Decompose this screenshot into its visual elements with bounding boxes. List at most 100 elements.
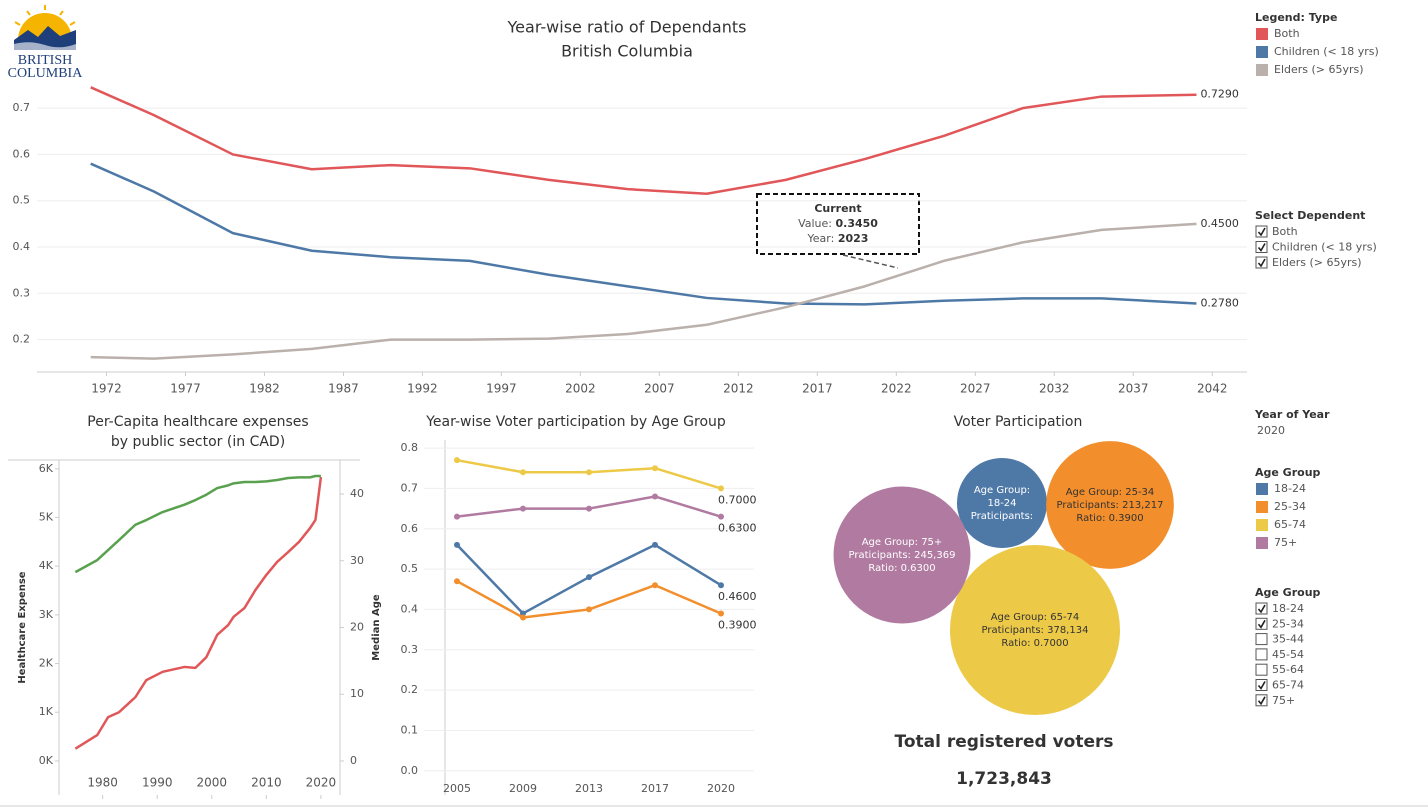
- point: [454, 578, 460, 585]
- checkbox[interactable]: [1255, 602, 1268, 615]
- end-label: 0.7290: [1200, 88, 1239, 101]
- chart-title: Voter Participation: [954, 414, 1083, 430]
- bubble-label: Praticipants: 213,217: [1057, 500, 1164, 511]
- checkbox[interactable]: [1255, 648, 1268, 661]
- y-tick-label: 0.7: [13, 101, 31, 114]
- checkbox[interactable]: [1255, 694, 1268, 707]
- chart-title: Year-wise ratio of Dependants: [507, 18, 747, 37]
- y-tick-label: 0.1: [401, 723, 419, 736]
- bubble-label: Praticipants: 245,369: [849, 550, 956, 561]
- bubble-label: Age Group: 65-74: [991, 612, 1080, 623]
- end-label: 0.4500: [1200, 217, 1239, 230]
- checkbox[interactable]: [1255, 241, 1268, 253]
- legend-swatch: [1256, 46, 1268, 58]
- filter-option: 45-54: [1272, 648, 1304, 661]
- y-tick-label: 2K: [39, 657, 54, 670]
- y2-tick-label: 30: [350, 554, 364, 567]
- point: [520, 505, 526, 512]
- checkbox[interactable]: [1255, 256, 1268, 269]
- y-tick-label: 0.2: [401, 683, 419, 696]
- bubble-label: 18-24: [987, 498, 1016, 509]
- filter-option: 65-74: [1272, 679, 1304, 692]
- x-tick-label: 2010: [251, 776, 282, 790]
- bubble-label: Praticipants: 378,134: [982, 625, 1089, 636]
- y-tick-label: 6K: [39, 462, 54, 475]
- legend-label: 75+: [1274, 536, 1297, 549]
- y-tick-label: 4K: [39, 559, 54, 572]
- y-axis-label: Healthcare Expense: [17, 571, 28, 683]
- point: [718, 513, 724, 520]
- series-line: [90, 162, 1197, 306]
- bubble-label: Ratio: 0.3900: [1076, 513, 1143, 524]
- x-tick-label: 1997: [486, 382, 517, 396]
- x-tick-label: 1990: [142, 776, 173, 790]
- check-mark: [1257, 696, 1266, 706]
- y-tick-label: 0.6: [13, 147, 31, 160]
- x-tick-label: 2000: [197, 776, 228, 790]
- bubble: [1046, 441, 1174, 569]
- logo-wave: [14, 42, 76, 50]
- legend-label: Elders (> 65yrs): [1274, 63, 1364, 76]
- legend-label: 18-24: [1274, 482, 1306, 495]
- bubble: [950, 545, 1120, 715]
- y-tick-label: 0K: [39, 754, 54, 767]
- check-mark: [1257, 619, 1266, 629]
- total-title: Total registered voters: [895, 732, 1114, 752]
- annotation-pointer: [842, 254, 899, 269]
- check-mark: [1257, 258, 1266, 268]
- series-line: [74, 474, 321, 574]
- end-label: 0.2780: [1200, 296, 1239, 309]
- checkbox[interactable]: [1255, 633, 1268, 646]
- logo-text: BRITISH: [18, 53, 72, 68]
- point: [586, 606, 592, 613]
- check-mark: [1257, 243, 1266, 252]
- point: [454, 457, 460, 464]
- point: [718, 582, 724, 589]
- point: [586, 469, 592, 476]
- x-tick-label: 2007: [644, 382, 675, 396]
- x-tick-label: 1977: [170, 382, 201, 396]
- y2-tick-label: 40: [350, 487, 364, 500]
- legend-label: Children (< 18 yrs): [1274, 45, 1379, 58]
- x-tick-label: 2020: [306, 776, 337, 790]
- point: [520, 614, 526, 621]
- filter-title: Select Dependent: [1255, 209, 1365, 222]
- y2-tick-label: 10: [350, 687, 364, 700]
- filter-option: 18-24: [1272, 602, 1304, 615]
- point: [652, 465, 658, 472]
- checkbox[interactable]: [1255, 617, 1268, 630]
- check-mark: [1257, 681, 1266, 690]
- chart-subtitle: by public sector (in CAD): [111, 434, 285, 450]
- chart-title: Year-wise Voter participation by Age Gro…: [425, 414, 726, 430]
- point: [454, 513, 460, 520]
- series-line: [90, 86, 1197, 196]
- checkbox[interactable]: [1255, 679, 1268, 691]
- y-tick-label: 0.5: [401, 562, 419, 575]
- point: [718, 485, 724, 492]
- end-label: 0.6300: [718, 522, 757, 535]
- filter-option: 35-44: [1272, 633, 1304, 646]
- x-tick-label: 2037: [1118, 382, 1149, 396]
- y-tick-label: 0.3: [401, 643, 419, 656]
- end-label: 0.3900: [718, 618, 757, 631]
- legend-swatch: [1256, 501, 1268, 513]
- y-tick-label: 0.5: [13, 194, 31, 207]
- bubble: [833, 486, 971, 624]
- end-label: 0.4600: [718, 590, 757, 603]
- end-label: 0.7000: [718, 493, 757, 506]
- checkbox[interactable]: [1255, 663, 1268, 676]
- point: [586, 574, 592, 581]
- y-tick-label: 0.4: [13, 240, 31, 253]
- legend-swatch: [1256, 28, 1268, 40]
- filter-title: Age Group: [1255, 586, 1321, 599]
- filter-title: Year of Year: [1254, 408, 1330, 421]
- logo: BRITISH COLUMBIA: [8, 5, 83, 81]
- x-tick-label: 2012: [723, 382, 754, 396]
- checkbox[interactable]: [1255, 225, 1268, 238]
- x-tick-label: 2005: [443, 782, 471, 795]
- y-tick-label: 5K: [39, 510, 54, 523]
- x-tick-label: 2027: [960, 382, 991, 396]
- x-tick-label: 1992: [407, 382, 438, 396]
- annotation-number: 2023: [838, 232, 869, 245]
